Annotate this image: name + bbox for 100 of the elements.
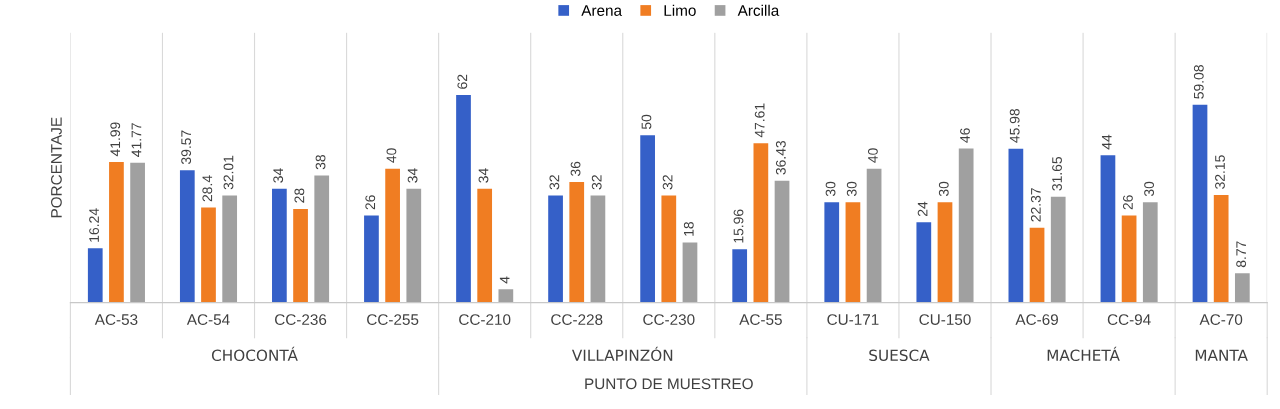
data-label: 47.61 (754, 103, 765, 138)
bar (937, 202, 953, 303)
bar (590, 195, 606, 303)
bar (548, 195, 563, 303)
data-label: 32 (591, 175, 602, 190)
data-label: 32.15 (1215, 155, 1225, 189)
bar (1213, 194, 1229, 303)
data-label: 4 (499, 276, 510, 284)
bar (130, 162, 145, 303)
legend-label: Arena (581, 5, 623, 16)
data-label: 18 (683, 221, 694, 236)
bar (1121, 215, 1137, 303)
data-label: 30 (825, 181, 836, 197)
data-label: 15.96 (733, 209, 744, 243)
bar (109, 162, 124, 303)
legend-label: Arcilla (737, 4, 780, 16)
bar (314, 175, 330, 303)
bar (640, 135, 655, 303)
data-label: 30 (1144, 181, 1155, 197)
y-axis-title: PORCENTAJE (51, 117, 62, 218)
data-label: 31.65 (1052, 156, 1062, 191)
data-label: 22.37 (1030, 188, 1041, 222)
bar (1029, 227, 1045, 303)
bar (477, 188, 493, 303)
bar (498, 289, 514, 303)
data-label: 26 (1123, 195, 1133, 210)
text: SUESCA (869, 349, 930, 362)
bar (753, 143, 769, 303)
legend-label: Limo (664, 4, 696, 16)
data-label: 36.43 (775, 140, 786, 175)
bar (406, 188, 422, 303)
text: MANTA (1195, 349, 1248, 361)
bar (1234, 273, 1250, 303)
bar (456, 95, 471, 303)
x-tick-label: CU-150 (919, 314, 971, 325)
bar (1142, 202, 1158, 303)
data-label: 34 (478, 168, 489, 183)
data-label: 32 (662, 175, 673, 190)
bar (272, 188, 287, 303)
bar (569, 182, 585, 303)
text: MACHETÁ (1047, 346, 1120, 362)
bar (364, 215, 379, 303)
data-label: 24 (917, 201, 928, 217)
x-tick-label: CC-228 (551, 314, 603, 325)
x-tick-label: AC-70 (1199, 314, 1243, 325)
bar (222, 195, 238, 303)
data-label: 28 (294, 188, 305, 203)
data-label: 44 (1101, 134, 1112, 150)
data-label: 30 (938, 181, 949, 197)
bar (385, 168, 400, 303)
bar (179, 170, 195, 303)
x-tick-label: CC-230 (643, 314, 695, 325)
x-tick-label: CC-210 (459, 314, 511, 325)
data-label: 62 (457, 74, 468, 89)
data-label: 59.08 (1193, 65, 1204, 99)
bar (682, 242, 698, 303)
data-label: 16.24 (89, 208, 99, 242)
x-tick-label: AC-55 (739, 314, 782, 325)
bar (201, 207, 216, 303)
bar (1100, 155, 1116, 303)
bar (732, 249, 748, 303)
data-label: 34 (273, 168, 284, 183)
x-tick-label: CC-236 (275, 314, 327, 325)
bar (866, 168, 882, 303)
data-label: 45.98 (1009, 108, 1020, 143)
data-label: 34 (407, 168, 418, 183)
data-label: 40 (867, 148, 878, 163)
data-label: 38 (315, 154, 326, 170)
data-label: 30 (846, 181, 857, 197)
data-label: 26 (365, 195, 376, 210)
text: CHOCONTÁ (211, 346, 298, 362)
data-label: 8.77 (1236, 241, 1247, 268)
data-label: 46 (960, 128, 970, 143)
x-axis-title: PUNTO DE MUESTREO (585, 378, 753, 390)
bar (1008, 148, 1024, 303)
data-label: 41.99 (110, 122, 121, 157)
bar (824, 202, 840, 303)
x-tick-label: CC-94 (1107, 314, 1151, 325)
bar (87, 248, 103, 303)
bar (1050, 196, 1066, 303)
data-label: 40 (386, 148, 397, 163)
data-label: 28.4 (202, 175, 213, 202)
bar (293, 208, 308, 303)
data-label: 36 (570, 161, 581, 177)
text: VILLAPINZÓN (571, 346, 673, 362)
data-label: 50 (641, 114, 652, 130)
data-label: 32 (549, 175, 560, 190)
data-label: 32.01 (223, 155, 234, 190)
data-label: 39.57 (181, 130, 192, 165)
x-tick-label: AC-54 (186, 314, 230, 325)
x-tick-label: AC-53 (94, 314, 138, 325)
bar (1192, 104, 1208, 303)
x-tick-label: CC-255 (367, 314, 419, 325)
x-tick-label: AC-69 (1015, 314, 1058, 325)
bar (958, 148, 974, 303)
bar (774, 180, 790, 303)
data-label: 41.77 (131, 123, 142, 157)
bar (916, 222, 932, 303)
bar (661, 195, 677, 303)
x-tick-label: CU-171 (827, 314, 879, 325)
